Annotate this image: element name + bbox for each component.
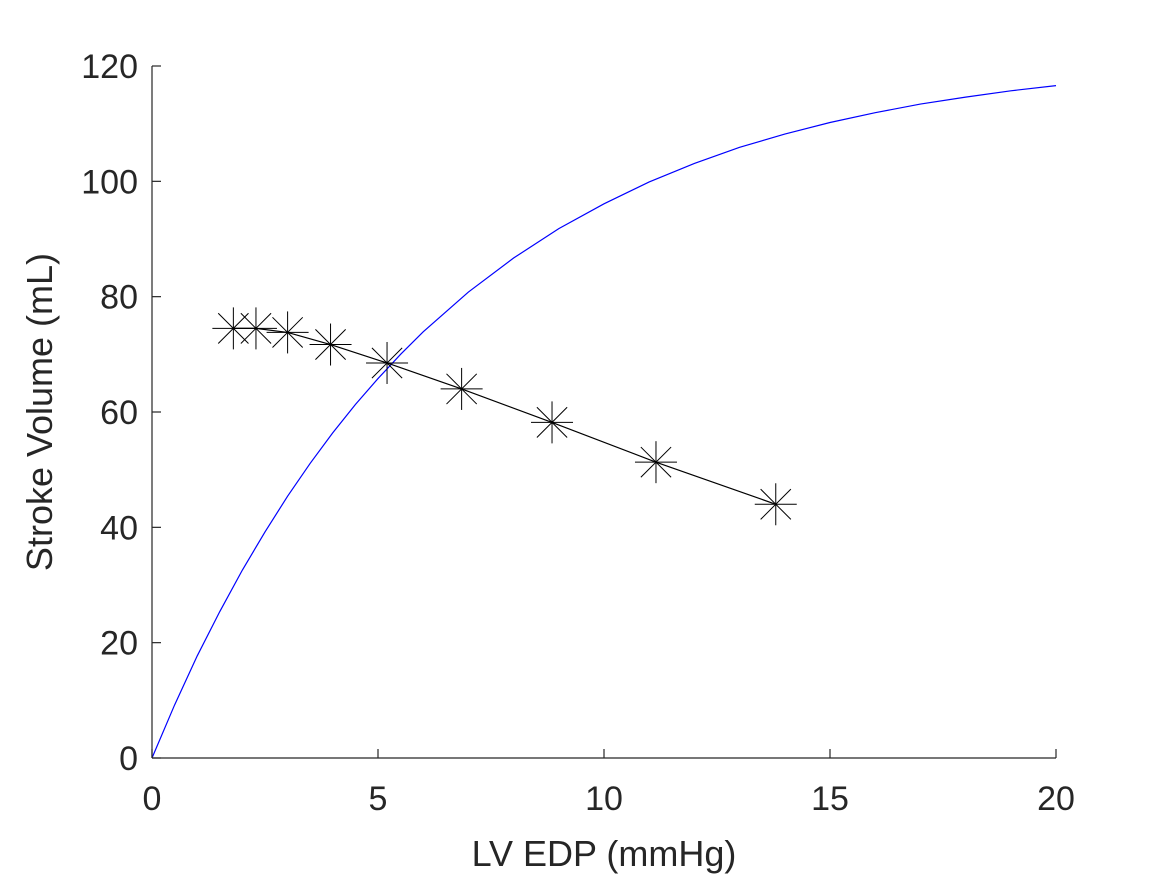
x-axis-ticks: 0 5 10 15 20 bbox=[143, 749, 1075, 818]
series-2-marker bbox=[309, 323, 352, 366]
series-2-marker bbox=[440, 367, 483, 410]
y-tick-label: 0 bbox=[119, 740, 138, 778]
series-2-line bbox=[233, 327, 776, 505]
series-2-marker bbox=[531, 401, 574, 444]
series-1-line bbox=[151, 85, 1057, 759]
y-tick-label: 100 bbox=[81, 163, 138, 201]
y-tick-label: 80 bbox=[100, 279, 138, 317]
series-2-marker bbox=[366, 341, 409, 384]
x-tick-label: 20 bbox=[1037, 780, 1075, 818]
x-tick-label: 10 bbox=[585, 780, 623, 818]
y-axis-ticks: 0 20 40 60 80 100 120 bbox=[81, 48, 161, 778]
series-2-marker bbox=[634, 441, 677, 484]
y-tick-label: 20 bbox=[100, 625, 138, 663]
x-tick-label: 15 bbox=[811, 780, 849, 818]
y-tick-label: 60 bbox=[100, 394, 138, 432]
y-tick-label: 120 bbox=[81, 48, 138, 86]
series-2-marker bbox=[266, 311, 309, 354]
x-tick-label: 5 bbox=[369, 780, 388, 818]
x-axis-title: LV EDP (mmHg) bbox=[472, 833, 737, 874]
x-tick-label: 0 bbox=[143, 780, 162, 818]
plot-area: 0 5 10 15 20 0 20 40 60 80 100 120 bbox=[81, 48, 1075, 818]
y-tick-label: 40 bbox=[100, 509, 138, 547]
series-2-marker bbox=[234, 307, 277, 350]
series-2-marker bbox=[754, 483, 797, 526]
series-layer bbox=[151, 85, 1057, 759]
y-axis-title: Stroke Volume (mL) bbox=[19, 253, 60, 571]
